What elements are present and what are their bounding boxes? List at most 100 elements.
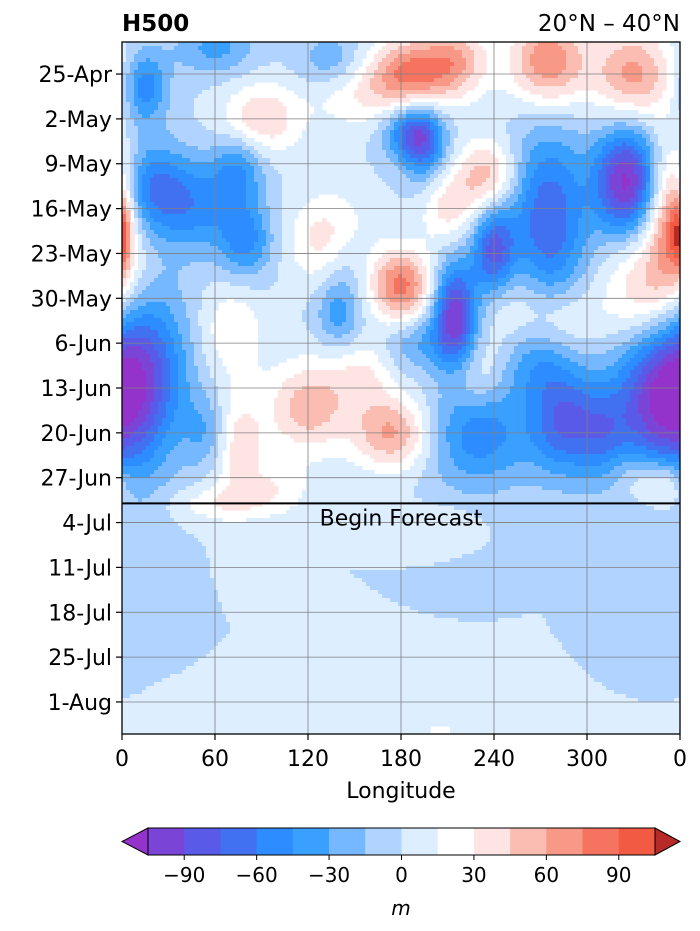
anomaly-cell bbox=[158, 150, 163, 155]
anomaly-cell bbox=[578, 70, 583, 75]
anomaly-cell bbox=[198, 198, 203, 203]
anomaly-cell bbox=[190, 102, 195, 107]
anomaly-cell bbox=[150, 58, 155, 63]
anomaly-cell bbox=[642, 178, 647, 183]
anomaly-cell bbox=[538, 126, 543, 131]
anomaly-cell bbox=[150, 70, 155, 75]
anomaly-cell bbox=[430, 130, 435, 135]
anomaly-cell bbox=[402, 130, 407, 135]
anomaly-cell bbox=[482, 130, 487, 135]
anomaly-cell bbox=[354, 42, 359, 47]
anomaly-cell bbox=[190, 182, 195, 187]
anomaly-cell bbox=[150, 130, 155, 135]
anomaly-cell bbox=[614, 114, 619, 119]
anomaly-cell bbox=[386, 46, 391, 51]
anomaly-cell bbox=[338, 122, 343, 127]
anomaly-cell bbox=[266, 190, 271, 195]
anomaly-cell bbox=[414, 110, 419, 115]
anomaly-cell bbox=[654, 94, 659, 99]
anomaly-cell bbox=[214, 170, 219, 175]
anomaly-cell bbox=[258, 170, 263, 175]
anomaly-cell bbox=[126, 74, 131, 79]
anomaly-cell bbox=[618, 74, 623, 79]
anomaly-cell bbox=[250, 178, 255, 183]
anomaly-cell bbox=[398, 138, 403, 143]
anomaly-cell bbox=[642, 46, 647, 51]
anomaly-cell bbox=[658, 54, 663, 59]
anomaly-cell bbox=[278, 58, 283, 63]
anomaly-cell bbox=[362, 190, 367, 195]
anomaly-cell bbox=[310, 70, 315, 75]
anomaly-cell bbox=[450, 86, 455, 91]
anomaly-cell bbox=[366, 134, 371, 139]
anomaly-cell bbox=[314, 122, 319, 127]
anomaly-cell bbox=[398, 178, 403, 183]
anomaly-cell bbox=[130, 66, 135, 71]
anomaly-cell bbox=[566, 54, 571, 59]
anomaly-cell bbox=[266, 106, 271, 111]
anomaly-cell bbox=[674, 182, 679, 187]
anomaly-cell bbox=[138, 66, 143, 71]
anomaly-cell bbox=[310, 90, 315, 95]
anomaly-cell bbox=[370, 138, 375, 143]
anomaly-cell bbox=[222, 54, 227, 59]
anomaly-cell bbox=[590, 146, 595, 151]
anomaly-cell bbox=[146, 142, 151, 147]
anomaly-cell bbox=[378, 90, 383, 95]
anomaly-cell bbox=[418, 198, 423, 203]
anomaly-cell bbox=[318, 58, 323, 63]
anomaly-cell bbox=[126, 170, 131, 175]
anomaly-cell bbox=[594, 42, 599, 47]
anomaly-cell bbox=[594, 114, 599, 119]
anomaly-cell bbox=[298, 94, 303, 99]
anomaly-cell bbox=[358, 42, 363, 47]
anomaly-cell bbox=[426, 134, 431, 139]
anomaly-cell bbox=[542, 58, 547, 63]
anomaly-cell bbox=[410, 134, 415, 139]
anomaly-cell bbox=[214, 70, 219, 75]
anomaly-cell bbox=[126, 114, 131, 119]
anomaly-cell bbox=[582, 110, 587, 115]
anomaly-cell bbox=[298, 158, 303, 163]
anomaly-cell bbox=[130, 134, 135, 139]
anomaly-cell bbox=[538, 138, 543, 143]
anomaly-cell bbox=[382, 186, 387, 191]
anomaly-cell bbox=[342, 54, 347, 59]
anomaly-cell bbox=[518, 130, 523, 135]
anomaly-cell bbox=[470, 66, 475, 71]
anomaly-cell bbox=[162, 42, 167, 47]
anomaly-cell bbox=[214, 114, 219, 119]
anomaly-cell bbox=[578, 190, 583, 195]
anomaly-cell bbox=[338, 158, 343, 163]
anomaly-cell bbox=[458, 50, 463, 55]
anomaly-cell bbox=[282, 78, 287, 83]
anomaly-cell bbox=[510, 198, 515, 203]
anomaly-cell bbox=[162, 102, 167, 107]
anomaly-cell bbox=[134, 118, 139, 123]
anomaly-cell bbox=[226, 66, 231, 71]
anomaly-cell bbox=[290, 86, 295, 91]
anomaly-cell bbox=[330, 50, 335, 55]
anomaly-cell bbox=[362, 138, 367, 143]
anomaly-cell bbox=[442, 94, 447, 99]
anomaly-cell bbox=[474, 66, 479, 71]
anomaly-cell bbox=[434, 170, 439, 175]
anomaly-cell bbox=[638, 190, 643, 195]
anomaly-cell bbox=[550, 58, 555, 63]
anomaly-cell bbox=[426, 66, 431, 71]
anomaly-cell bbox=[290, 78, 295, 83]
anomaly-cell bbox=[638, 42, 643, 47]
anomaly-cell bbox=[150, 98, 155, 103]
anomaly-cell bbox=[178, 106, 183, 111]
anomaly-cell bbox=[574, 62, 579, 67]
anomaly-cell bbox=[378, 190, 383, 195]
anomaly-cell bbox=[534, 110, 539, 115]
anomaly-cell bbox=[226, 166, 231, 171]
anomaly-cell bbox=[538, 178, 543, 183]
anomaly-cell bbox=[454, 142, 459, 147]
anomaly-cell bbox=[634, 74, 639, 79]
anomaly-cell bbox=[366, 102, 371, 107]
anomaly-cell bbox=[462, 58, 467, 63]
anomaly-cell bbox=[346, 70, 351, 75]
anomaly-cell bbox=[626, 134, 631, 139]
